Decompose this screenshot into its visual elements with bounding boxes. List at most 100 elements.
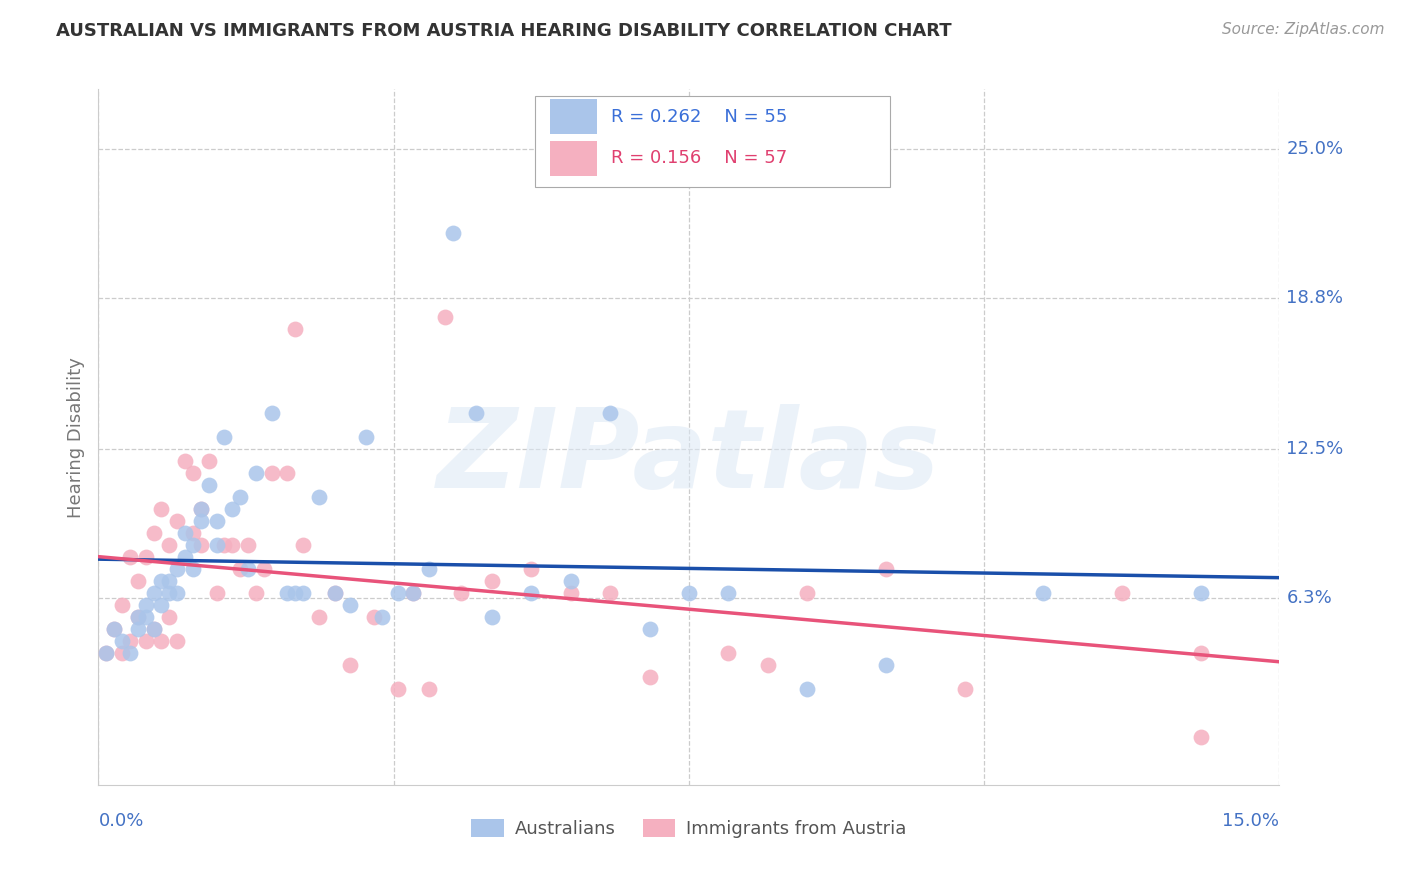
- Text: R = 0.262    N = 55: R = 0.262 N = 55: [612, 108, 787, 126]
- Point: [150, 574, 173, 588]
- Point: [276, 466, 298, 480]
- Point: [276, 586, 298, 600]
- Point: [214, 430, 236, 444]
- Point: [450, 586, 472, 600]
- Text: 0.0%: 0.0%: [98, 812, 143, 830]
- Y-axis label: Hearing Disability: Hearing Disability: [66, 357, 84, 517]
- Point: [190, 538, 212, 552]
- Point: [142, 622, 165, 636]
- Point: [150, 598, 173, 612]
- Point: [157, 610, 180, 624]
- Point: [638, 622, 661, 636]
- Point: [1032, 586, 1054, 600]
- Point: [284, 586, 307, 600]
- Point: [308, 610, 330, 624]
- Point: [229, 562, 252, 576]
- Point: [135, 610, 157, 624]
- Legend: Australians, Immigrants from Austria: Australians, Immigrants from Austria: [464, 813, 914, 846]
- Point: [339, 658, 361, 673]
- Text: AUSTRALIAN VS IMMIGRANTS FROM AUSTRIA HEARING DISABILITY CORRELATION CHART: AUSTRALIAN VS IMMIGRANTS FROM AUSTRIA HE…: [56, 22, 952, 40]
- Point: [308, 490, 330, 504]
- Point: [127, 574, 149, 588]
- Text: 6.3%: 6.3%: [1286, 589, 1333, 607]
- Point: [118, 646, 141, 660]
- Point: [190, 502, 212, 516]
- Point: [166, 562, 188, 576]
- Point: [560, 586, 582, 600]
- Point: [118, 634, 141, 648]
- Text: 18.8%: 18.8%: [1286, 289, 1344, 307]
- Point: [174, 549, 197, 564]
- Point: [142, 586, 165, 600]
- Point: [339, 598, 361, 612]
- Text: 12.5%: 12.5%: [1286, 440, 1344, 458]
- Point: [205, 586, 228, 600]
- Point: [402, 586, 425, 600]
- Point: [292, 586, 315, 600]
- Point: [678, 586, 700, 600]
- Point: [433, 310, 456, 325]
- Point: [111, 646, 134, 660]
- Text: R = 0.156    N = 57: R = 0.156 N = 57: [612, 149, 787, 168]
- Point: [441, 226, 464, 240]
- Point: [174, 454, 197, 468]
- Point: [103, 622, 125, 636]
- Point: [205, 514, 228, 528]
- Text: 25.0%: 25.0%: [1286, 140, 1344, 158]
- Point: [157, 586, 180, 600]
- Point: [363, 610, 385, 624]
- Point: [284, 322, 307, 336]
- Point: [103, 622, 125, 636]
- Point: [157, 574, 180, 588]
- Point: [323, 586, 346, 600]
- Point: [717, 586, 740, 600]
- Point: [323, 586, 346, 600]
- Point: [402, 586, 425, 600]
- Text: ZIPatlas: ZIPatlas: [437, 404, 941, 511]
- Point: [796, 586, 818, 600]
- Point: [1189, 730, 1212, 744]
- Point: [260, 406, 283, 420]
- Point: [465, 406, 488, 420]
- Point: [150, 502, 173, 516]
- Point: [135, 549, 157, 564]
- Point: [599, 406, 621, 420]
- Point: [96, 646, 118, 660]
- Point: [875, 562, 897, 576]
- Point: [1189, 646, 1212, 660]
- Point: [135, 598, 157, 612]
- Point: [142, 526, 165, 541]
- Point: [245, 586, 267, 600]
- Point: [111, 634, 134, 648]
- Point: [260, 466, 283, 480]
- Point: [1111, 586, 1133, 600]
- Point: [111, 598, 134, 612]
- Point: [127, 610, 149, 624]
- Point: [190, 514, 212, 528]
- Point: [181, 526, 204, 541]
- Point: [127, 610, 149, 624]
- Point: [717, 646, 740, 660]
- Point: [796, 681, 818, 696]
- Point: [560, 574, 582, 588]
- FancyBboxPatch shape: [550, 99, 596, 134]
- FancyBboxPatch shape: [550, 141, 596, 176]
- Point: [197, 478, 219, 492]
- Point: [135, 634, 157, 648]
- Point: [174, 526, 197, 541]
- Point: [181, 562, 204, 576]
- Point: [190, 502, 212, 516]
- Point: [387, 681, 409, 696]
- Point: [418, 681, 440, 696]
- Text: Source: ZipAtlas.com: Source: ZipAtlas.com: [1222, 22, 1385, 37]
- Point: [371, 610, 394, 624]
- Point: [181, 466, 204, 480]
- Point: [181, 538, 204, 552]
- Point: [354, 430, 377, 444]
- Point: [127, 622, 149, 636]
- Point: [166, 514, 188, 528]
- Point: [292, 538, 315, 552]
- Point: [118, 549, 141, 564]
- Point: [96, 646, 118, 660]
- Point: [221, 538, 243, 552]
